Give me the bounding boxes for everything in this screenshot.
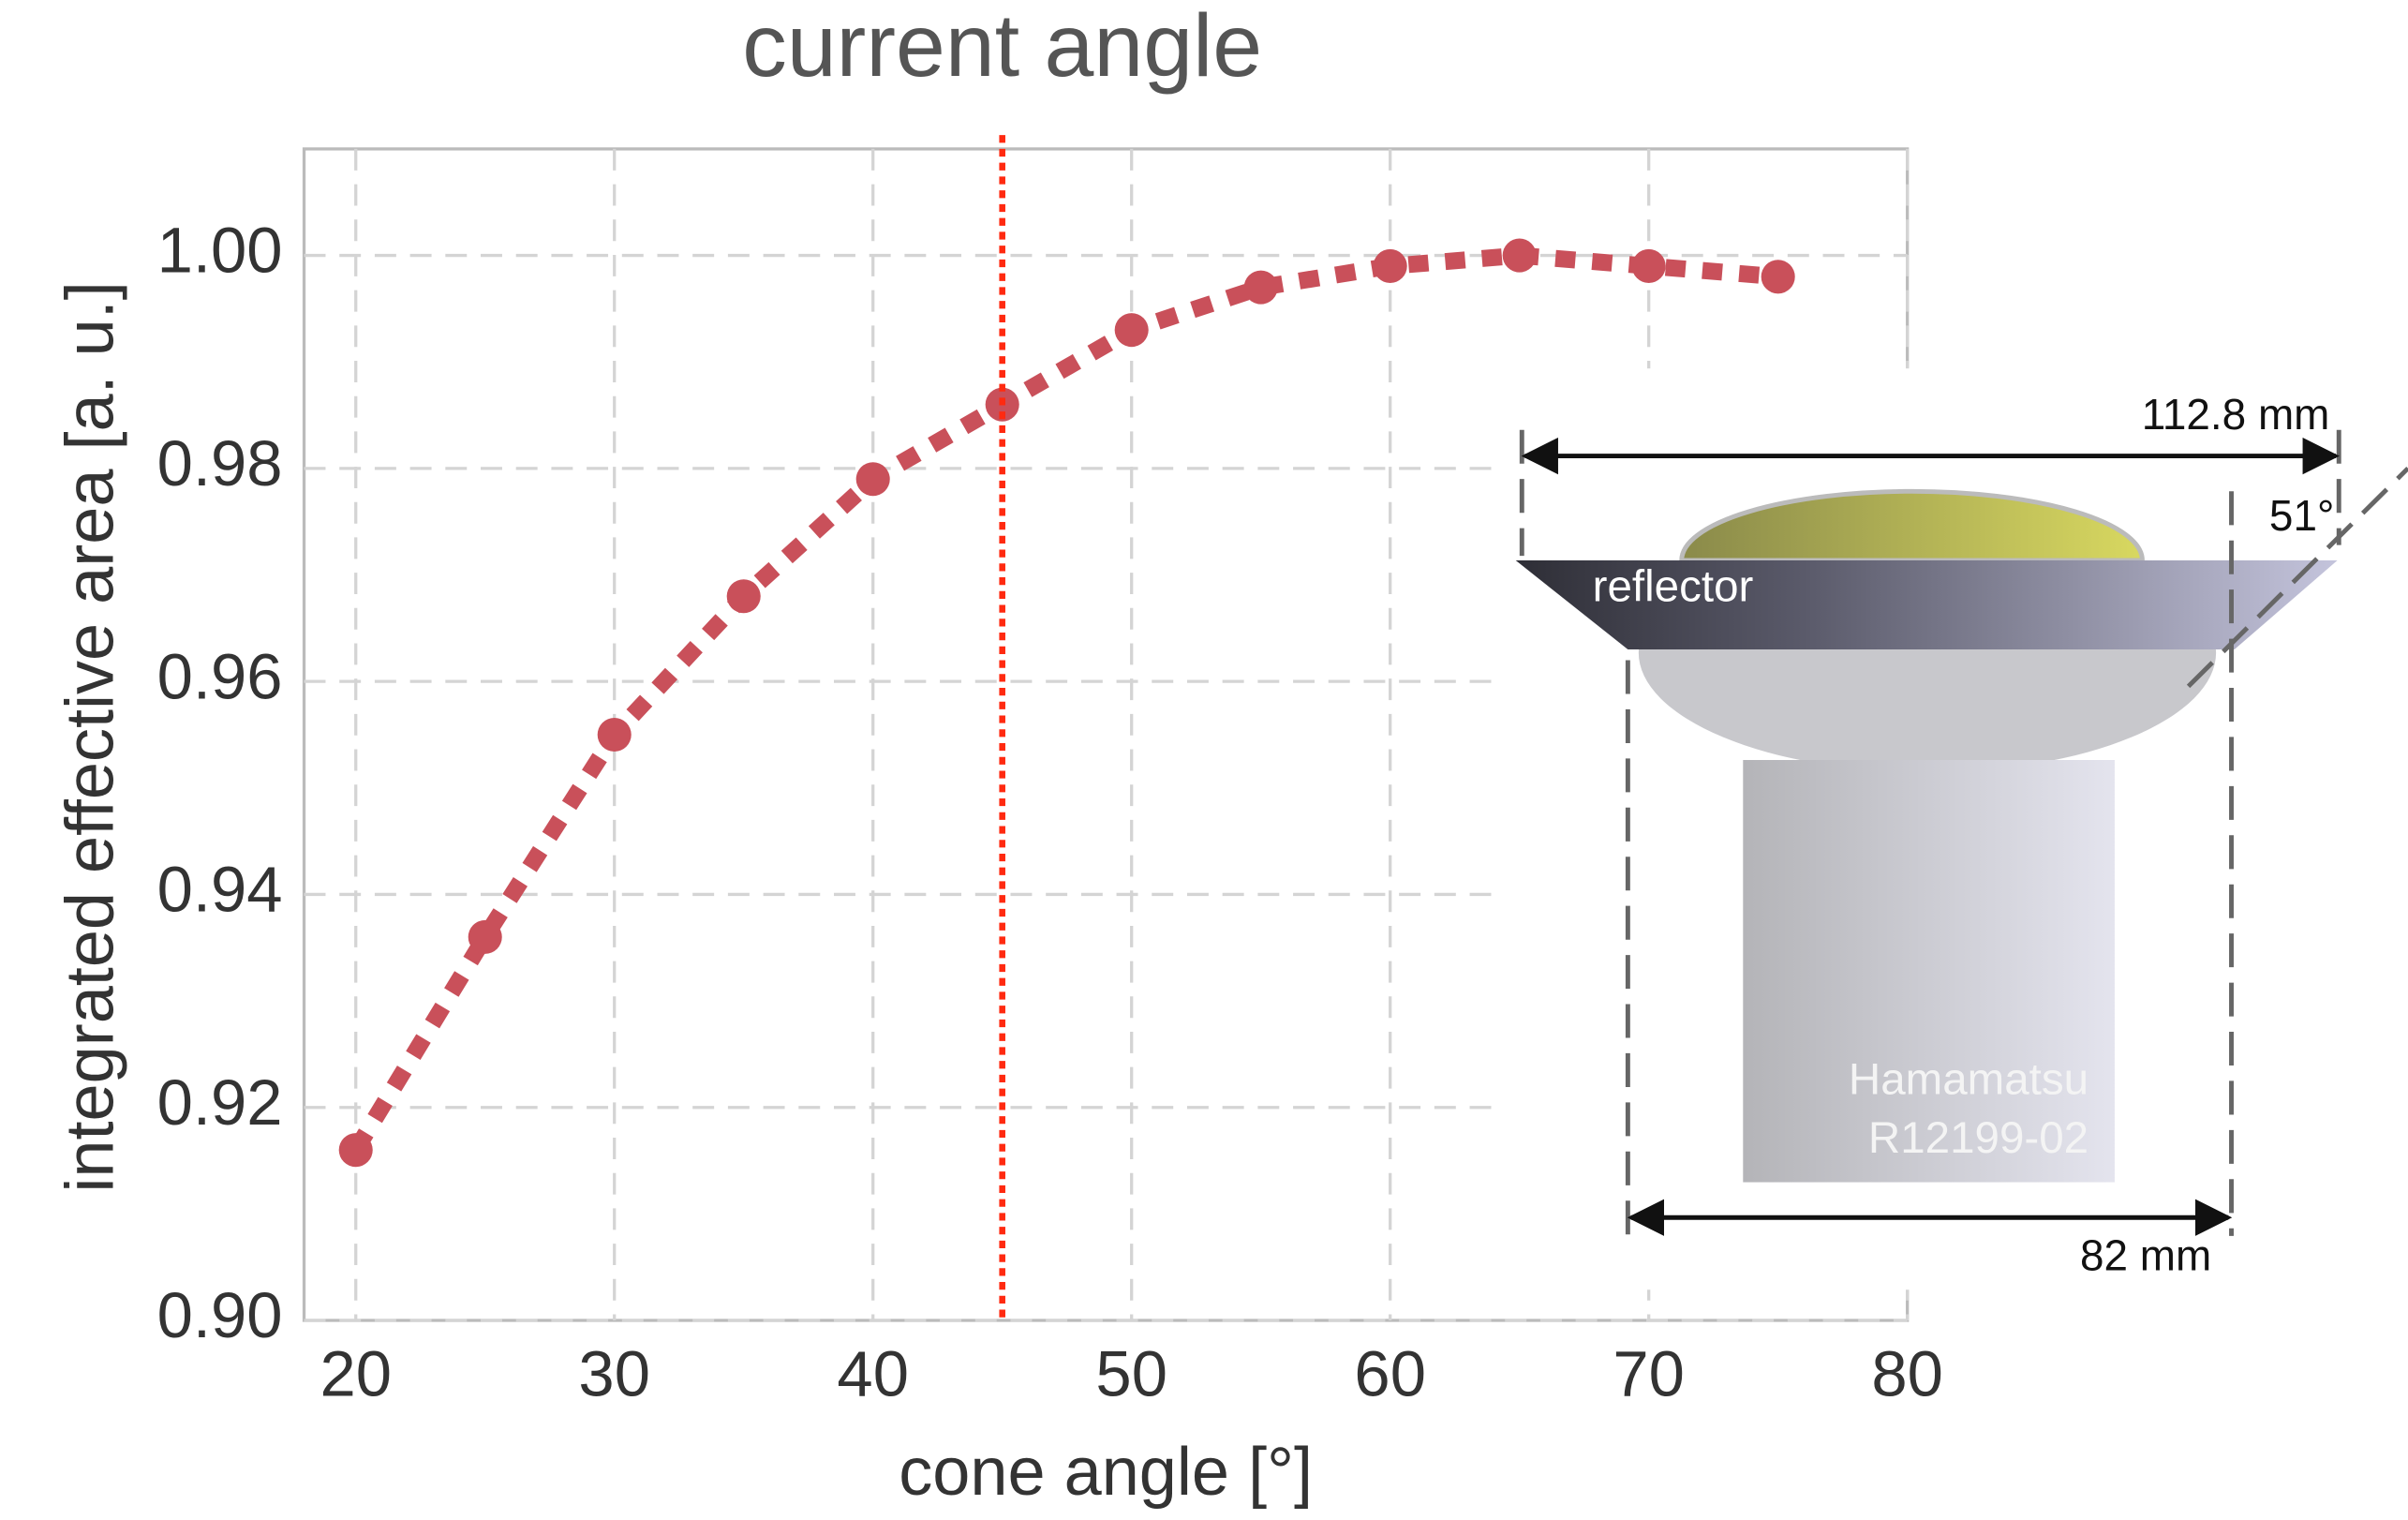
- pmt-label: R12199-02: [1868, 1113, 2088, 1163]
- dimension-label: 82 mm: [2080, 1231, 2211, 1280]
- reference-label: current angle: [742, 0, 1262, 96]
- data-point: [856, 462, 890, 496]
- x-tick-label: 60: [1354, 1337, 1426, 1409]
- data-point: [468, 920, 502, 954]
- dimension-label: 112.8 mm: [2142, 390, 2330, 439]
- data-point: [1632, 249, 1666, 283]
- data-point: [727, 579, 761, 613]
- pmt-label: Hamamatsu: [1849, 1055, 2088, 1105]
- y-tick-label: 0.98: [157, 427, 283, 499]
- angle-label: 51°: [2269, 491, 2334, 540]
- page: {"chart_data": { "type": "line", "x_labe…: [0, 0, 2408, 1520]
- data-point: [598, 718, 632, 752]
- reflector-label: reflector: [1593, 562, 1754, 612]
- x-tick-label: 80: [1871, 1337, 1943, 1409]
- x-tick-label: 40: [837, 1337, 909, 1409]
- y-tick-label: 0.96: [157, 640, 283, 712]
- chart: 112.8 mm 51° reflector Hamamatsu R12199-…: [0, 0, 2408, 1520]
- x-tick-label: 50: [1095, 1337, 1167, 1409]
- x-tick-label: 20: [320, 1337, 392, 1409]
- y-tick-label: 0.90: [157, 1279, 283, 1351]
- y-tick-label: 0.92: [157, 1066, 283, 1139]
- y-tick-label: 0.94: [157, 854, 283, 926]
- data-point: [339, 1133, 373, 1167]
- x-tick-label: 30: [578, 1337, 650, 1409]
- data-point: [1115, 313, 1149, 347]
- data-point: [1761, 260, 1795, 293]
- data-point: [1374, 249, 1407, 283]
- y-tick-label: 1.00: [157, 215, 283, 287]
- x-tick-label: 70: [1613, 1337, 1685, 1409]
- pmt-diagram: 112.8 mm 51° reflector Hamamatsu R12199-…: [1497, 368, 2408, 1289]
- x-axis-title: cone angle [°]: [899, 1435, 1313, 1510]
- data-point: [1503, 239, 1537, 273]
- y-axis-title: integrated effective area [a. u.]: [53, 281, 128, 1192]
- data-point: [1244, 271, 1278, 305]
